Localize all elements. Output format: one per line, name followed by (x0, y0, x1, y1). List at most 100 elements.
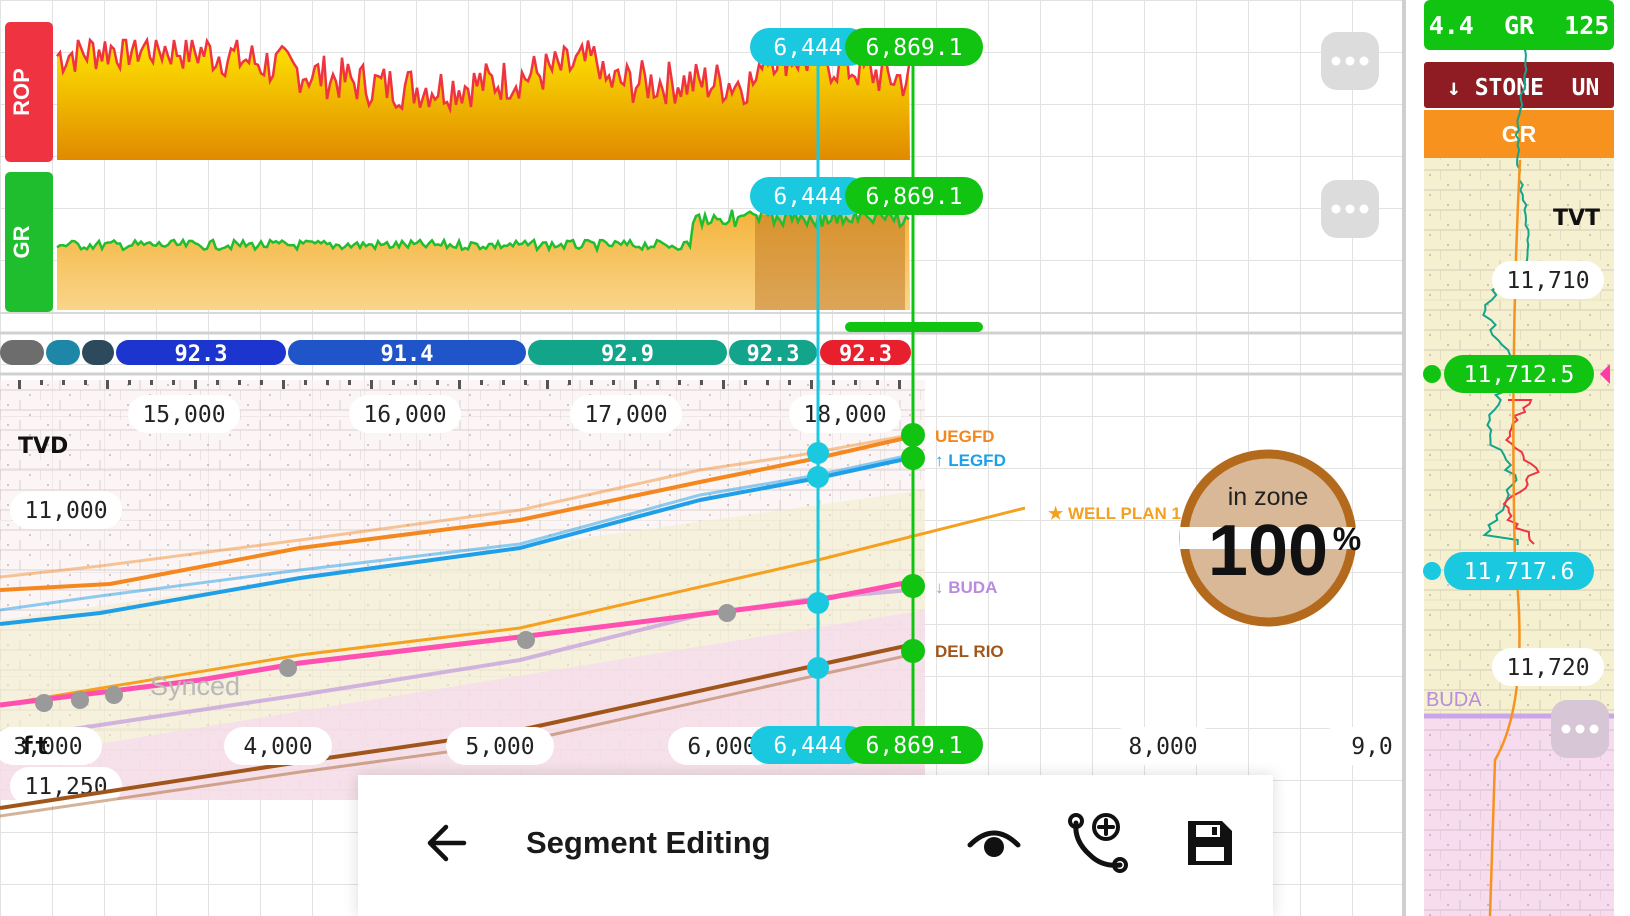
toolbar-title: Segment Editing (526, 825, 771, 860)
cyan-marker-pill-2 (750, 726, 868, 764)
formation-label-3: ↓ BUDA (935, 578, 997, 597)
formation-curves (0, 433, 1026, 818)
buda-label-right: BUDA (1426, 689, 1482, 711)
svg-text:11,720: 11,720 (1506, 655, 1589, 681)
segment-1 (46, 340, 80, 365)
green-intersection-2 (901, 574, 925, 598)
md-tick-pill-1 (349, 395, 461, 433)
formation-name-1: LEGFD (948, 451, 1006, 470)
gr-track-tab[interactable] (5, 172, 53, 312)
green-marker-pill-2 (845, 726, 983, 764)
md-minor-tick (150, 380, 153, 385)
svg-text:11,717.6: 11,717.6 (1464, 559, 1575, 585)
segment-5 (528, 340, 727, 365)
gr-dark-zone (755, 215, 905, 310)
rop-track-tab[interactable] (5, 22, 53, 162)
vs-axis: 3,000 4,000 5,000 6,000 8,000 9,0 ft (0, 727, 1426, 765)
green-intersection-0 (901, 423, 925, 447)
md-tick-pill-2 (570, 395, 682, 433)
right-menu-button[interactable] (1551, 700, 1609, 758)
control-point-1 (71, 691, 89, 709)
segment-label-3: 92.3 (175, 342, 228, 367)
md-minor-tick (436, 380, 439, 385)
save-icon[interactable] (1182, 815, 1238, 871)
md-minor-tick (414, 380, 417, 385)
formation-label-2: ★ WELL PLAN 1 (1048, 504, 1181, 523)
control-point-3 (279, 659, 297, 677)
vs-unit-label: ft (20, 732, 49, 760)
segment-editing-toolbar: Segment Editing (358, 775, 1273, 916)
svg-text:4.4 GR 125: 4.4 GR 125 (1429, 11, 1610, 40)
md-minor-tick (18, 380, 21, 389)
vs-tick-label-2: 5,000 (465, 734, 534, 760)
md-minor-tick (744, 380, 747, 385)
md-tick-label-0: 15,000 (142, 402, 225, 428)
tvt-tick-11720: 11,720 (1492, 648, 1604, 686)
rop-track-label: ROP (9, 68, 34, 116)
vs-tick-pill-2 (446, 727, 554, 765)
vs-tick-label-5: 9,0 (1351, 734, 1393, 760)
formation-prefix-1: ↑ (935, 451, 948, 470)
segment-3 (116, 340, 286, 365)
green-depth-pill[interactable]: 11,712.5 (1423, 355, 1610, 393)
rop-menu-button[interactable] (1321, 32, 1379, 90)
eye-icon[interactable] (966, 815, 1022, 871)
vs-tick-label-0: 3,000 (13, 734, 82, 760)
vs-tick-label-1: 4,000 (243, 734, 312, 760)
md-minor-tick (84, 380, 87, 385)
md-minor-tick (568, 380, 571, 385)
cyan-intersection-2 (807, 592, 829, 614)
vs-tick-label-3: 6,000 (687, 734, 756, 760)
md-minor-tick (678, 380, 681, 385)
segment-label-6: 92.3 (747, 342, 800, 367)
synced-label: Synced (150, 671, 240, 701)
md-minor-tick (304, 380, 307, 385)
gr-menu-button[interactable] (1321, 180, 1379, 238)
formation-name-0: UEGFD (935, 427, 995, 446)
green-marker-pill-1 (845, 177, 983, 215)
svg-text:11,710: 11,710 (1506, 268, 1589, 294)
svg-text:11,000: 11,000 (24, 498, 107, 524)
md-minor-tick (194, 380, 197, 389)
segment-4 (288, 340, 526, 365)
md-minor-tick (326, 380, 329, 385)
segment-label-7: 92.3 (839, 342, 892, 367)
in-zone-label: in zone (1228, 483, 1309, 511)
md-minor-tick (40, 380, 43, 385)
formation-prefix-2: ★ (1048, 504, 1068, 523)
gr-log-trace (56, 205, 910, 310)
segment-bar: 92.3 91.4 92.9 92.3 92.3 (0, 340, 911, 367)
md-minor-tick (788, 380, 791, 385)
md-minor-tick (458, 380, 461, 389)
uegfd-curve-faint (0, 433, 911, 579)
tvt-label: TVT (1553, 206, 1600, 231)
gr-track-label: GR (9, 225, 34, 258)
cyan-marker-pill-1 (750, 177, 868, 215)
formation-label-1: ↑ LEGFD (935, 451, 1006, 470)
vs-tick-pill-0 (0, 727, 102, 765)
cyan-depth-pill[interactable]: 11,717.6 (1423, 552, 1594, 590)
md-minor-tick (810, 380, 813, 389)
green-marker-label-1: 6,869.1 (866, 184, 963, 210)
formation-name-2: WELL PLAN 1 (1068, 504, 1181, 523)
add-segment-icon[interactable] (1066, 811, 1130, 875)
segment-6 (729, 340, 817, 365)
md-minor-tick (370, 380, 373, 389)
back-arrow-icon[interactable] (420, 815, 476, 871)
md-minor-tick (128, 380, 131, 385)
vs-tick-pill-5 (1318, 727, 1426, 765)
md-minor-tick (172, 380, 175, 385)
tvd-label: TVD (18, 434, 68, 459)
in-zone-gauge: in zone 100 % (1179, 449, 1361, 627)
segment-0 (0, 340, 44, 365)
in-zone-unit: % (1333, 521, 1361, 557)
right-rop-curve (1502, 399, 1540, 545)
segment-label-4: 91.4 (381, 342, 434, 367)
stone-row[interactable]: ↓ STONE UN (1424, 62, 1614, 108)
tvd-tick-11000: 11,000 (10, 491, 122, 529)
svg-text:11,712.5: 11,712.5 (1464, 362, 1575, 388)
md-minor-tick (106, 380, 109, 389)
formation-name-3: BUDA (948, 578, 997, 597)
right-header[interactable]: 4.4 GR 125 (1424, 0, 1614, 50)
svg-text:GR: GR (1502, 121, 1537, 147)
